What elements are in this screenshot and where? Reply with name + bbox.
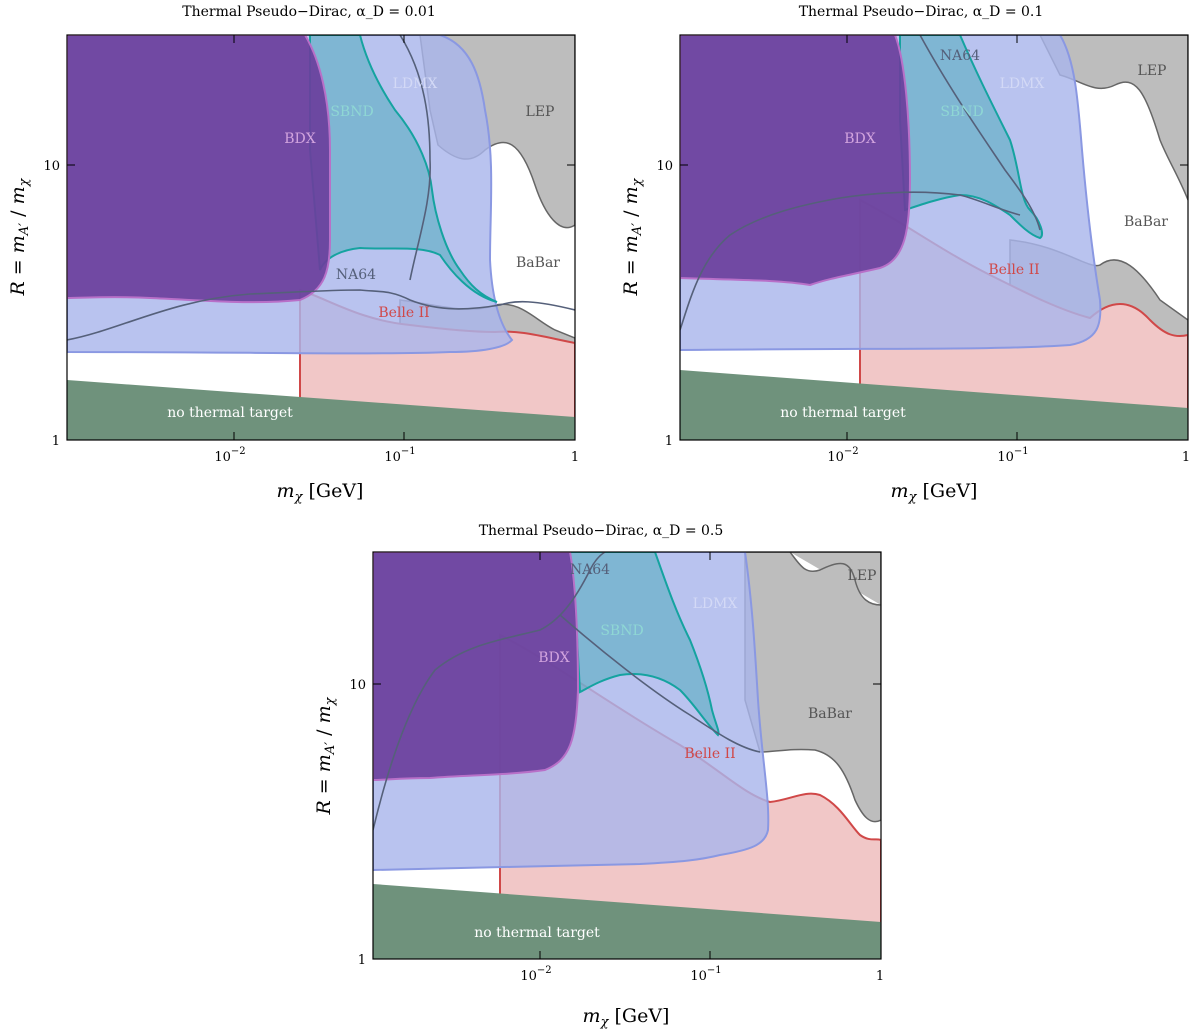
y-tick-label: 1 — [665, 434, 673, 449]
label-babar: BaBar — [808, 706, 852, 722]
label-belle2: Belle II — [378, 305, 429, 321]
x-tick-label: 10−1 — [997, 446, 1028, 465]
bdx-region — [67, 35, 331, 304]
bdx-region — [680, 35, 912, 287]
x-tick-label: 1 — [1182, 450, 1190, 465]
label-lep: LEP — [848, 568, 877, 584]
x-ticks — [233, 35, 405, 440]
x-axis-label: mχ [GeV] — [891, 480, 978, 505]
label-na64: NA64 — [940, 48, 980, 64]
bdx-region — [373, 552, 580, 782]
y-tick-label: 10 — [656, 159, 673, 174]
label-lep: LEP — [1138, 63, 1167, 79]
sbnd-region — [568, 552, 720, 737]
y-tick-label: 10 — [349, 678, 366, 693]
label-sbnd: SBND — [940, 104, 983, 120]
x-tick-label: 10−1 — [690, 965, 721, 984]
x-tick-label: 10−2 — [827, 446, 858, 465]
na64-line-2 — [399, 35, 431, 281]
y-axis-label: R = mA′ / mχ — [620, 177, 645, 296]
y-axis-label: R = mA′ / mχ — [313, 696, 338, 815]
na64-line — [680, 191, 1021, 331]
label-no-thermal: no thermal target — [167, 405, 293, 421]
y-tick-label: 1 — [52, 434, 60, 449]
x-tick-label: 10−1 — [384, 446, 415, 465]
label-no-thermal: no thermal target — [474, 925, 600, 941]
no-thermal-region — [373, 884, 881, 959]
panel-alpha-0.5: Thermal Pseudo−Dirac, α_D = 0.5 NA64 LEP… — [313, 523, 884, 1030]
na64-line — [373, 552, 606, 831]
lep-babar-region — [1039, 35, 1188, 201]
x-tick-label: 1 — [571, 450, 579, 465]
na64-line — [67, 289, 575, 341]
label-ldmx: LDMX — [693, 596, 738, 612]
x-tick-label: 10−2 — [214, 446, 245, 465]
na64-line-2 — [919, 35, 1041, 231]
label-belle2: Belle II — [684, 746, 735, 762]
lep-babar-region — [744, 552, 881, 823]
no-thermal-region — [680, 370, 1188, 440]
plot-frame — [679, 34, 1189, 441]
x-axis-label: mχ [GeV] — [277, 480, 364, 505]
panel-title: Thermal Pseudo−Dirac, α_D = 0.5 — [479, 523, 724, 539]
label-ldmx: LDMX — [1000, 76, 1045, 92]
panel-title: Thermal Pseudo−Dirac, α_D = 0.01 — [182, 4, 436, 20]
x-tick-label: 10−2 — [520, 965, 551, 984]
y-tick-label: 1 — [358, 953, 366, 968]
na64-line-2 — [559, 614, 761, 753]
label-bdx: BDX — [284, 131, 316, 147]
label-no-thermal: no thermal target — [780, 405, 906, 421]
label-na64: NA64 — [336, 267, 376, 283]
no-thermal-region — [67, 380, 575, 440]
x-tick-label: 1 — [876, 969, 884, 984]
panel-alpha-0.1: Thermal Pseudo−Dirac, α_D = 0.1 NA64 LDM… — [620, 4, 1190, 505]
y-tick-label: 10 — [43, 159, 60, 174]
label-bdx: BDX — [538, 650, 570, 666]
panel-title: Thermal Pseudo−Dirac, α_D = 0.1 — [799, 4, 1044, 20]
x-axis-label: mχ [GeV] — [583, 1005, 670, 1030]
sbnd-region — [309, 35, 498, 303]
plot-frame — [372, 551, 882, 960]
label-babar: BaBar — [1124, 214, 1168, 230]
plot-frame — [66, 34, 576, 441]
label-lep: LEP — [526, 104, 555, 120]
panel-alpha-0.01: Thermal Pseudo−Dirac, α_D = 0.01 BDX SBN… — [7, 4, 579, 505]
label-sbnd: SBND — [600, 623, 643, 639]
y-axis-label: R = mA′ / mχ — [7, 177, 32, 296]
label-ldmx: LDMX — [393, 76, 438, 92]
label-bdx: BDX — [844, 131, 876, 147]
label-na64: NA64 — [570, 562, 610, 578]
x-ticks — [846, 35, 1018, 440]
label-babar: BaBar — [516, 255, 560, 271]
label-sbnd: SBND — [330, 104, 373, 120]
label-belle2: Belle II — [988, 262, 1039, 278]
x-ticks — [539, 552, 711, 959]
